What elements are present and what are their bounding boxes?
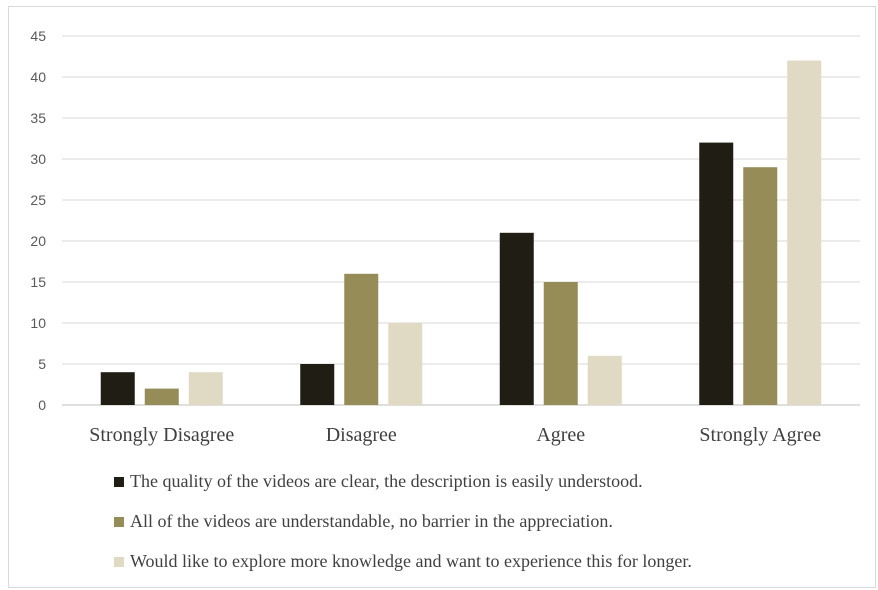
- bar-disagree-series-1: [300, 364, 335, 405]
- y-tick-label: 15: [30, 274, 46, 290]
- bar-strongly-disagree-series-2: [144, 388, 179, 405]
- y-tick-label: 30: [30, 151, 46, 167]
- y-tick-label: 40: [30, 69, 46, 85]
- legend-label: The quality of the videos are clear, the…: [130, 471, 643, 491]
- legend-label: Would like to explore more knowledge and…: [130, 551, 692, 571]
- y-tick-label: 0: [38, 397, 46, 413]
- legend-entry-3: Would like to explore more knowledge and…: [114, 551, 692, 571]
- bar-agree-series-2: [543, 282, 578, 405]
- bar-strongly-agree-series-3: [787, 60, 822, 405]
- x-category-label: Strongly Agree: [699, 424, 821, 446]
- legend: The quality of the videos are clear, the…: [114, 471, 692, 571]
- bar-strongly-agree-series-2: [743, 167, 778, 405]
- bar-strongly-disagree-series-3: [188, 372, 223, 405]
- x-axis-category-labels: Strongly Disagree Disagree Agree Strongly A…: [89, 424, 821, 446]
- y-axis-tick-labels: 0 5 10 15 20 25 30 35 40 45: [30, 28, 46, 413]
- legend-label: All of the videos are understandable, no…: [130, 511, 613, 531]
- bar-strongly-disagree-series-1: [100, 372, 135, 405]
- y-tick-label: 35: [30, 110, 46, 126]
- y-tick-label: 5: [38, 356, 46, 372]
- y-tick-label: 45: [30, 28, 46, 44]
- bar-disagree-series-3: [388, 323, 423, 405]
- x-category-label: Strongly Disagree: [89, 424, 234, 446]
- bar-strongly-agree-series-1: [699, 142, 734, 405]
- bar-disagree-series-2: [344, 273, 379, 405]
- x-category-label: Agree: [536, 424, 585, 446]
- legend-swatch: [114, 477, 124, 487]
- legend-swatch: [114, 557, 124, 567]
- bar-agree-series-1: [499, 232, 534, 405]
- gridlines: [62, 35, 860, 406]
- legend-entry-1: The quality of the videos are clear, the…: [114, 471, 643, 491]
- legend-swatch: [114, 517, 124, 527]
- bar-agree-series-3: [587, 355, 622, 405]
- y-tick-label: 20: [30, 233, 46, 249]
- x-category-label: Disagree: [326, 424, 397, 446]
- legend-entry-2: All of the videos are understandable, no…: [114, 511, 613, 531]
- bars: [100, 60, 822, 405]
- y-tick-label: 10: [30, 315, 46, 331]
- y-tick-label: 25: [30, 192, 46, 208]
